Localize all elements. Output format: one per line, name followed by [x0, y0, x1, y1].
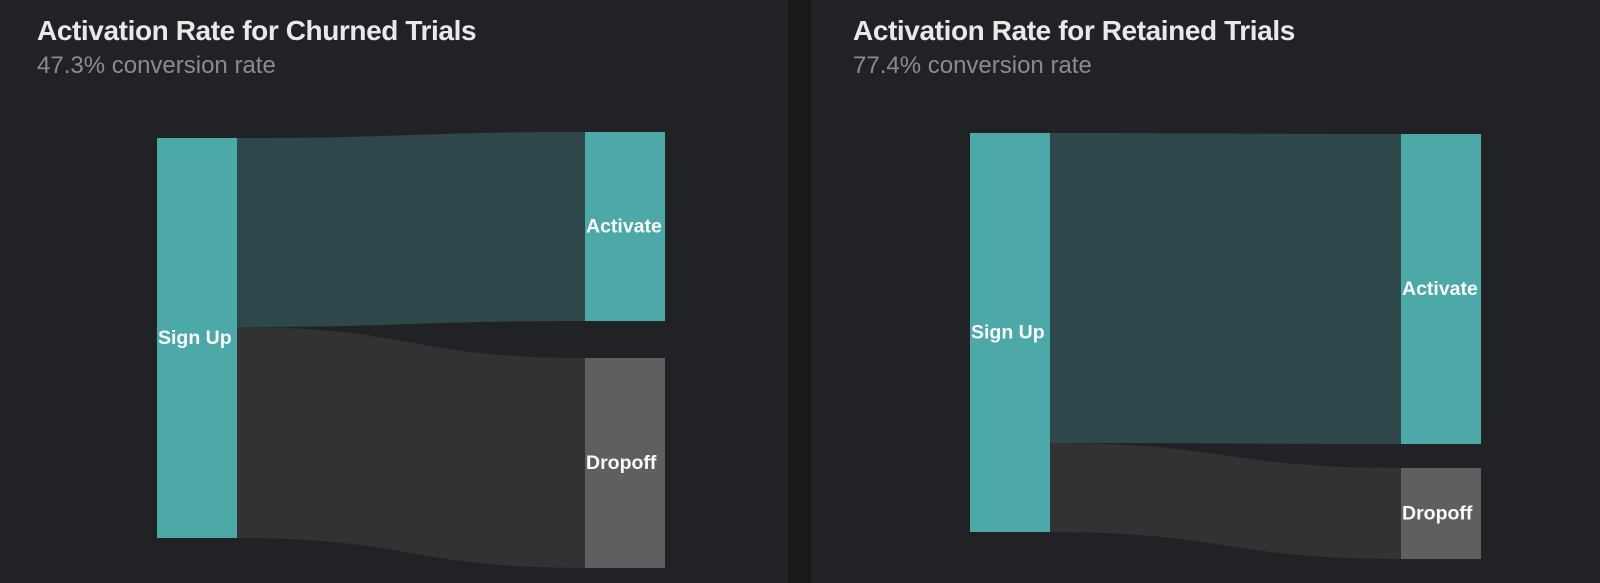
sankey-chart-churned: Sign Up Activate Dropoff [157, 132, 665, 568]
sankey-link-signup-dropoff[interactable] [1050, 443, 1401, 559]
sankey-link-signup-activate[interactable] [1050, 133, 1401, 444]
sankey-node-label-signup: Sign Up [158, 327, 232, 349]
sankey-node-signup[interactable] [970, 133, 1050, 532]
panel-retained-trials: Activation Rate for Retained Trials 77.4… [811, 0, 1600, 583]
chart-title-churned: Activation Rate for Churned Trials [37, 15, 477, 46]
sankey-node-label-activate: Activate [586, 216, 662, 238]
sankey-node-label-activate: Activate [1402, 278, 1478, 300]
panel-header-churned: Activation Rate for Churned Trials 47.3%… [0, 15, 788, 79]
sankey-node-activate[interactable] [585, 132, 665, 321]
conversion-rate-retained: 77.4% conversion rate [853, 51, 1092, 79]
sankey-node-dropoff[interactable] [1401, 468, 1481, 559]
panel-churned-trials: Activation Rate for Churned Trials 47.3%… [0, 0, 788, 583]
sankey-node-label-dropoff: Dropoff [586, 452, 657, 474]
sankey-link-signup-dropoff[interactable] [237, 327, 585, 568]
sankey-node-signup[interactable] [157, 138, 237, 538]
chart-title-retained: Activation Rate for Retained Trials [853, 15, 1295, 46]
sankey-link-signup-activate[interactable] [237, 132, 585, 327]
sankey-chart-retained: Sign Up Activate Dropoff [970, 133, 1481, 559]
sankey-node-label-dropoff: Dropoff [1402, 503, 1473, 525]
sankey-node-activate[interactable] [1401, 134, 1481, 444]
panel-header-retained: Activation Rate for Retained Trials 77.4… [811, 15, 1600, 79]
sankey-node-label-signup: Sign Up [971, 322, 1045, 344]
conversion-rate-churned: 47.3% conversion rate [37, 51, 276, 79]
sankey-node-dropoff[interactable] [585, 358, 665, 568]
